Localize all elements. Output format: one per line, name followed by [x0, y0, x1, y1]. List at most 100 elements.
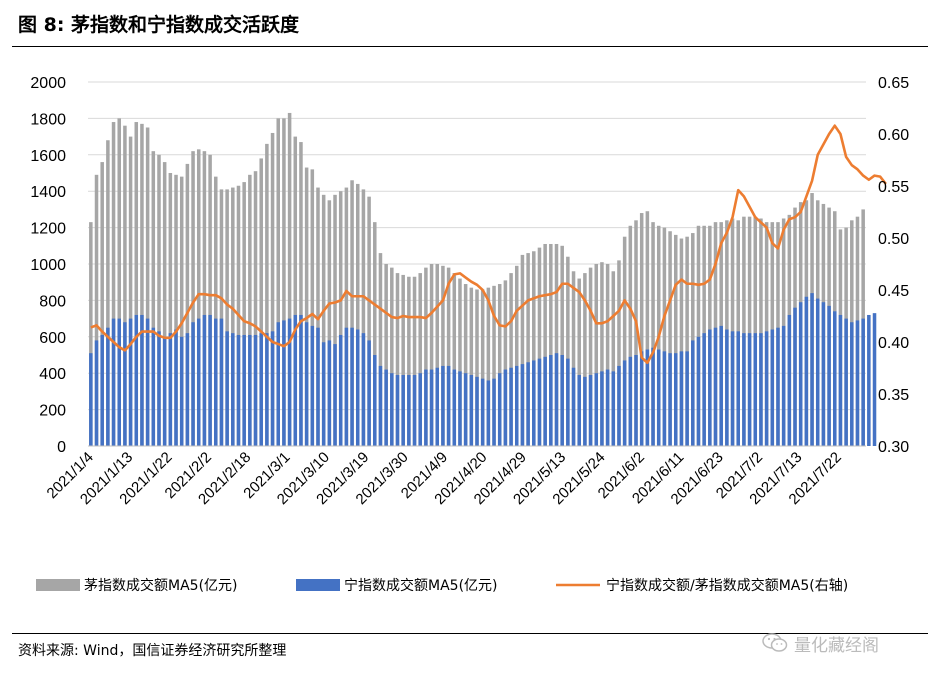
bar-ningzhishu [571, 367, 576, 446]
bar-ningzhishu [781, 325, 786, 446]
bar-ningzhishu [128, 318, 133, 446]
y-left-tick-label: 1000 [30, 257, 66, 274]
bar-ningzhishu [776, 327, 780, 446]
legend-swatch-ningzhishu [296, 579, 340, 591]
bar-maozhishu [321, 194, 326, 446]
bar-ningzhishu [196, 318, 201, 446]
bar-ningzhishu [162, 336, 167, 446]
bar-ningzhishu [759, 333, 763, 446]
bar-ningzhishu [764, 331, 769, 446]
bar-ningzhishu [310, 325, 315, 446]
source-divider [12, 633, 928, 634]
y-left-tick-label: 800 [39, 293, 66, 310]
bar-ningzhishu [185, 333, 190, 446]
y-right-tick-label: 0.65 [878, 75, 909, 92]
bar-ningzhishu [265, 333, 269, 446]
bar-maozhishu [282, 118, 286, 447]
bar-ningzhishu [634, 355, 638, 446]
bar-maozhishu [378, 253, 383, 446]
bar-ningzhishu [532, 360, 536, 446]
bar-maozhishu [418, 273, 422, 446]
bar-ningzhishu [299, 314, 303, 446]
bar-maozhishu [259, 158, 263, 446]
bar-ningzhishu [321, 342, 326, 446]
bar-ningzhishu [622, 360, 627, 446]
bar-ningzhishu [639, 351, 644, 446]
bar-ningzhishu [106, 327, 110, 446]
bar-maozhishu [679, 238, 684, 446]
bar-maozhishu [492, 285, 496, 446]
bar-maozhishu [424, 267, 428, 446]
bar-maozhishu [350, 180, 354, 446]
bar-maozhishu [549, 243, 553, 446]
bar-maozhishu [520, 254, 525, 446]
bar-ningzhishu [691, 340, 695, 446]
bar-ningzhishu [344, 327, 349, 446]
bar-maozhishu [742, 216, 746, 446]
bar-ningzhishu [872, 313, 877, 446]
bar-maozhishu [123, 125, 127, 447]
bar-maozhishu [225, 189, 229, 446]
bar-maozhishu [248, 174, 252, 446]
y-axis-right: 0.30 0.35 0.40 0.45 0.50 0.55 0.60 0.65 [878, 75, 909, 456]
bar-ningzhishu [390, 373, 394, 446]
bar-maozhishu [355, 183, 360, 447]
y-axis-left: 0 200 400 600 800 1000 1200 1400 1600 1800 2000 [30, 75, 66, 456]
bar-ningzhishu [282, 320, 286, 446]
bar-maozhishu [509, 273, 513, 446]
bar-maozhishu [174, 174, 178, 446]
y-right-tick-label: 0.45 [878, 283, 909, 300]
bar-maozhishu [486, 287, 491, 446]
bar-maozhishu [622, 236, 627, 446]
bar-maozhishu [196, 149, 201, 446]
bar-ningzhishu [208, 314, 212, 446]
bar-ningzhishu [452, 369, 457, 446]
bar-maozhishu [526, 253, 530, 446]
series-maozhishu-bars [89, 112, 865, 447]
bar-maozhishu [168, 173, 173, 446]
bar-ningzhishu [844, 318, 848, 446]
bar-ningzhishu [838, 314, 843, 446]
bar-ningzhishu [543, 356, 547, 446]
y-right-tick-label: 0.30 [878, 439, 909, 456]
line-ratio [90, 124, 887, 365]
bar-ningzhishu [89, 353, 93, 446]
bar-ningzhishu [588, 375, 593, 446]
bar-maozhishu [446, 267, 451, 446]
bar-maozhishu [265, 143, 269, 446]
bar-ningzhishu [753, 333, 758, 446]
bar-ningzhishu [730, 331, 735, 446]
y-right-tick-label: 0.55 [878, 179, 909, 196]
bar-ningzhishu [855, 320, 860, 446]
bar-maozhishu [94, 174, 99, 446]
y-left-tick-label: 1800 [30, 111, 66, 128]
bar-maozhishu [100, 162, 104, 446]
bar-ningzhishu [174, 329, 178, 446]
bar-maozhishu [673, 234, 678, 446]
bar-maozhishu [316, 187, 320, 446]
bar-ningzhishu [685, 351, 689, 446]
y-right-tick-label: 0.60 [878, 127, 909, 144]
bar-ningzhishu [628, 356, 633, 446]
bar-ningzhishu [441, 365, 445, 446]
bar-ningzhishu [514, 365, 519, 446]
bar-maozhishu [185, 163, 190, 446]
legend-label-maozhishu: 茅指数成交额MA5(亿元) [84, 577, 238, 594]
bar-ningzhishu [742, 333, 746, 446]
bar-ningzhishu [458, 371, 462, 446]
bar-ningzhishu [242, 334, 246, 446]
bar-maozhishu [253, 171, 258, 446]
bar-maozhishu [588, 267, 593, 446]
legend-swatch-maozhishu [36, 579, 80, 591]
bar-maozhishu [480, 289, 485, 446]
bar-maozhishu [583, 273, 587, 446]
bar-maozhishu [577, 278, 581, 446]
y-left-tick-label: 0 [57, 439, 66, 456]
bar-ningzhishu [725, 329, 729, 446]
bar-ningzhishu [833, 311, 837, 446]
bar-ningzhishu [679, 351, 684, 446]
bar-maozhishu [600, 262, 604, 446]
bar-ningzhishu [424, 369, 428, 446]
bar-maozhishu [117, 118, 121, 447]
bar-ningzhishu [497, 373, 502, 446]
